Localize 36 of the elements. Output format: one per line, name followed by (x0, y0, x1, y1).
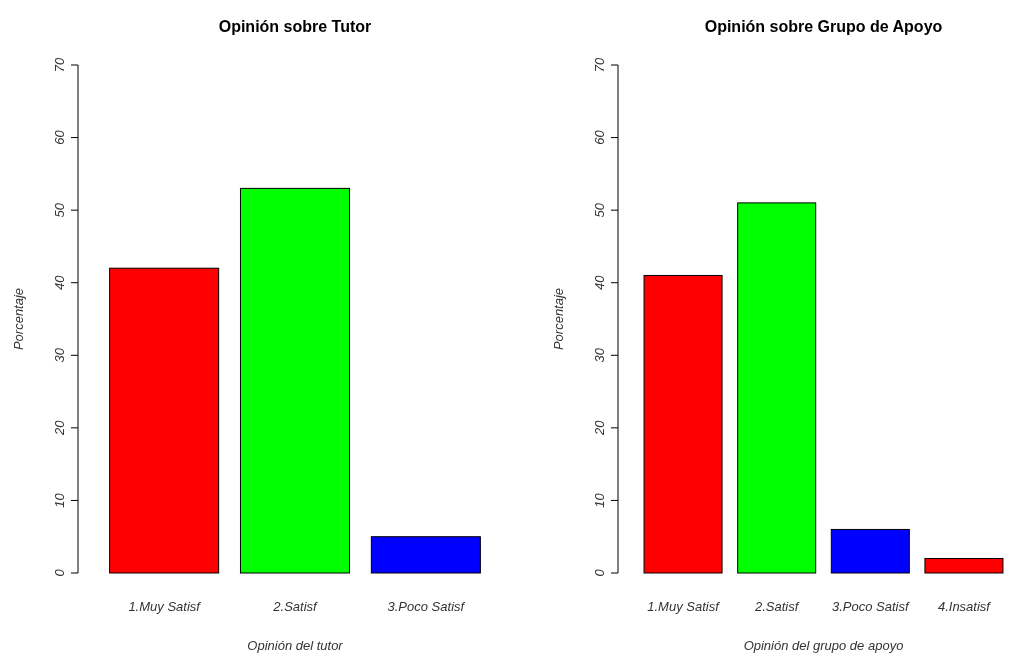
x-tick-label: 2.Satisf (754, 599, 800, 614)
y-tick-label: 70 (592, 57, 607, 73)
bar (924, 557, 1004, 574)
x-axis-title: Opinión del tutor (247, 638, 344, 653)
bar (239, 187, 351, 574)
bar (737, 202, 817, 574)
y-tick-label: 20 (52, 419, 67, 437)
y-axis-title: Porcentaje (551, 287, 566, 351)
y-tick-label: 20 (592, 419, 607, 437)
y-tick-label: 10 (52, 492, 67, 508)
y-tick-label: 40 (52, 274, 67, 290)
y-tick-label: 0 (52, 568, 67, 577)
y-tick-label: 0 (592, 568, 607, 577)
y-tick-label: 30 (52, 347, 67, 363)
x-tick-label: 1.Muy Satisf (647, 599, 721, 614)
y-tick-label: 50 (52, 202, 67, 218)
bar (830, 528, 910, 574)
y-tick-label: 70 (52, 57, 67, 73)
x-axis-title: Opinión del grupo de apoyo (743, 638, 904, 653)
bar (109, 267, 220, 574)
x-tick-label: 1.Muy Satisf (128, 599, 202, 614)
y-tick-label: 30 (592, 347, 607, 363)
y-tick-label: 50 (592, 202, 607, 218)
y-tick-label: 60 (592, 129, 607, 145)
x-tick-label: 3.Poco Satisf (387, 599, 466, 614)
y-tick-label: 40 (592, 274, 607, 290)
y-tick-label: 10 (592, 492, 607, 508)
chart-title: Opinión sobre Tutor (218, 18, 372, 35)
x-tick-label: 4.Insatisf (937, 599, 992, 614)
y-tick-label: 60 (52, 129, 67, 145)
y-axis-title: Porcentaje (11, 287, 26, 351)
bar (643, 274, 723, 574)
bar (370, 536, 481, 574)
x-tick-label: 3.Poco Satisf (832, 599, 910, 614)
chart-title: Opinión sobre Grupo de Apoyo (704, 18, 943, 35)
x-tick-label: 2.Satisf (272, 599, 319, 614)
